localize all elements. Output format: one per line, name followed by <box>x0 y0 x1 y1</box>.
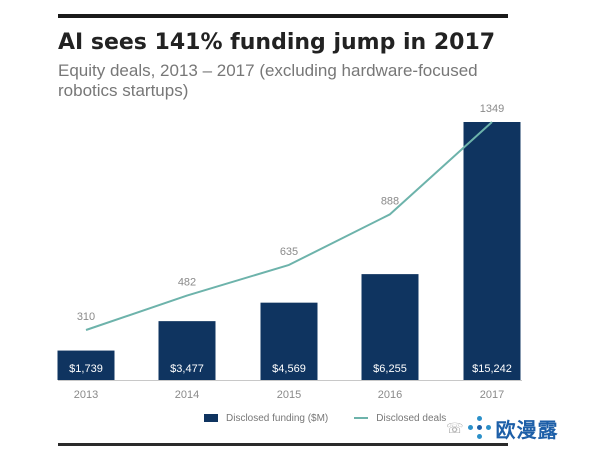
bar-label-2017: $15,242 <box>472 363 512 375</box>
chart-subtitle: Equity deals, 2013 – 2017 (excluding har… <box>58 61 478 100</box>
chart-legend: Disclosed funding ($M) Disclosed deals <box>204 410 446 426</box>
bar-label-2013: $1,739 <box>69 363 103 375</box>
legend-label-funding: Disclosed funding ($M) <box>226 412 329 424</box>
wechat-icon: ☏ <box>446 419 464 436</box>
bar-2015 <box>260 302 318 380</box>
bottom-rule <box>58 443 508 446</box>
x-tick-2017: 2017 <box>480 389 504 401</box>
x-tick-2015: 2015 <box>277 389 301 401</box>
legend-swatch-deals <box>354 417 369 419</box>
deals-label-2013: 310 <box>77 311 95 323</box>
chart-title: AI sees 141% funding jump in 2017 <box>58 30 496 55</box>
bar-2013 <box>57 350 115 380</box>
bar-label-2014: $3,477 <box>170 363 204 375</box>
legend-swatch-funding <box>204 414 218 422</box>
bar-label-2016: $6,255 <box>373 363 407 375</box>
deals-label-2014: 482 <box>178 277 196 289</box>
brand-logo-icon <box>467 416 492 440</box>
deals-label-2017: 1349 <box>480 103 504 115</box>
bar-label-2015: $4,569 <box>272 363 306 375</box>
bar-2016 <box>361 274 419 380</box>
x-tick-2013: 2013 <box>74 389 98 401</box>
top-rule <box>58 14 508 18</box>
deals-line <box>85 121 493 331</box>
x-tick-2016: 2016 <box>378 389 402 401</box>
legend-label-deals: Disclosed deals <box>376 412 447 424</box>
watermark: ☏ 欧漫露 <box>446 413 594 443</box>
bar-2014 <box>158 321 216 380</box>
watermark-brand: 欧漫露 <box>495 417 559 442</box>
x-tick-2014: 2014 <box>175 389 199 401</box>
deals-label-2016: 888 <box>381 195 399 207</box>
bar-2017 <box>463 122 521 380</box>
deals-label-2015: 635 <box>280 246 298 258</box>
